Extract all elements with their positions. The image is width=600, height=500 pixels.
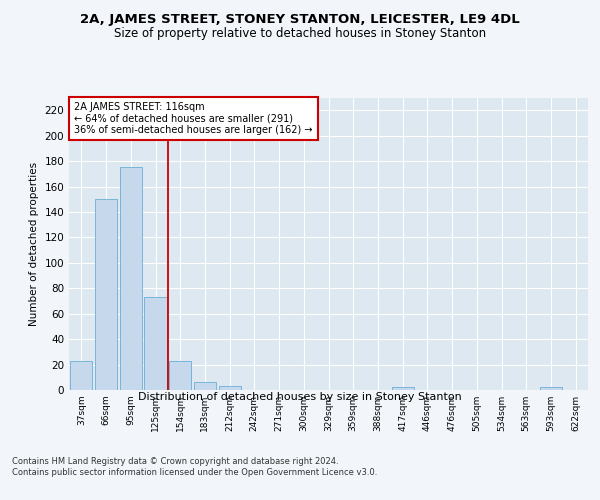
Bar [145,297,167,390]
Text: 2A JAMES STREET: 116sqm
← 64% of detached houses are smaller (291)
36% of semi-d: 2A JAMES STREET: 116sqm ← 64% of detache… [74,102,313,135]
Bar [119,168,142,390]
Text: Size of property relative to detached houses in Stoney Stanton: Size of property relative to detached ho… [114,28,486,40]
Y-axis label: Number of detached properties: Number of detached properties [29,162,39,326]
Text: Distribution of detached houses by size in Stoney Stanton: Distribution of detached houses by size … [138,392,462,402]
Text: 2A, JAMES STREET, STONEY STANTON, LEICESTER, LE9 4DL: 2A, JAMES STREET, STONEY STANTON, LEICES… [80,12,520,26]
Bar [70,361,92,390]
Bar [218,386,241,390]
Bar [194,382,216,390]
Text: Contains HM Land Registry data © Crown copyright and database right 2024.
Contai: Contains HM Land Registry data © Crown c… [12,458,377,477]
Bar [392,388,414,390]
Bar [169,361,191,390]
Bar [540,388,562,390]
Bar [95,199,117,390]
